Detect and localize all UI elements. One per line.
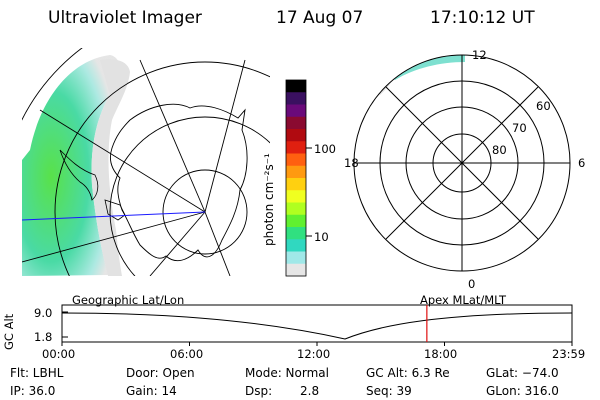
mlt-label-12: 12 <box>472 48 487 62</box>
mlt-label-6: 6 <box>578 156 586 170</box>
door-info: Door: Open <box>126 366 195 380</box>
x-tick-0000: 00:00 <box>42 347 76 361</box>
colorbar-band <box>286 80 306 93</box>
colorbar-band <box>286 165 306 179</box>
mode-info: Mode: Normal <box>245 366 329 380</box>
colorbar-band <box>286 92 306 105</box>
mlt-label-18: 18 <box>344 156 359 170</box>
instrument-title: Ultraviolet Imager <box>48 8 202 28</box>
mlat-label-60: 60 <box>536 99 551 113</box>
x-tick-0600: 06:00 <box>170 347 204 361</box>
apex-caption: Apex MLat/MLT <box>420 293 507 307</box>
gc-alt-info: GC Alt: 6.3 Re <box>366 366 450 380</box>
ip-info: IP: 36.0 <box>10 384 56 398</box>
mlt-label-0: 0 <box>468 277 476 291</box>
filter-info: Flt: LBHL <box>10 366 64 380</box>
auroral-outer-haze <box>91 59 130 276</box>
y-tick-1-8: 1.8 <box>34 330 53 344</box>
continent-outline <box>109 103 248 262</box>
colorbar-band <box>286 227 306 240</box>
altitude-curve <box>61 312 573 340</box>
colorbar-band <box>286 251 306 265</box>
colorbar-band <box>286 239 306 252</box>
colorbar-band <box>286 202 306 216</box>
time-label: 17:10:12 UT <box>430 8 535 28</box>
colorbar-band <box>286 104 306 118</box>
glat-info: GLat: −74.0 <box>486 366 559 380</box>
x-tick-1200: 12:00 <box>297 347 331 361</box>
colorbar-band <box>286 141 306 154</box>
gain-info: Gain: 14 <box>126 384 177 398</box>
colorbar-band <box>286 214 306 228</box>
mlat-label-70: 70 <box>512 121 527 135</box>
mlat-label-80: 80 <box>492 143 507 157</box>
colorbar-band <box>286 190 306 203</box>
colorbar-band <box>286 178 306 191</box>
date-label: 17 Aug 07 <box>276 8 364 28</box>
seq-info: Seq: 39 <box>366 384 412 398</box>
colorbar-band <box>286 129 306 142</box>
dsp-value: 2.8 <box>300 384 320 398</box>
colorbar-tick-100: 100 <box>314 142 336 156</box>
dsp-label: Dsp: <box>245 384 273 398</box>
y-tick-9: 9.0 <box>34 306 53 320</box>
colorbar-band <box>286 116 306 130</box>
colorbar-band <box>286 263 306 277</box>
glon-info: GLon: 316.0 <box>486 384 559 398</box>
colorbar-band <box>286 153 306 167</box>
geographic-caption: Geographic Lat/Lon <box>72 293 185 307</box>
x-tick-2359: 23:59 <box>552 347 586 361</box>
x-tick-1800: 18:00 <box>424 347 458 361</box>
colorbar-tick-10: 10 <box>314 230 329 244</box>
